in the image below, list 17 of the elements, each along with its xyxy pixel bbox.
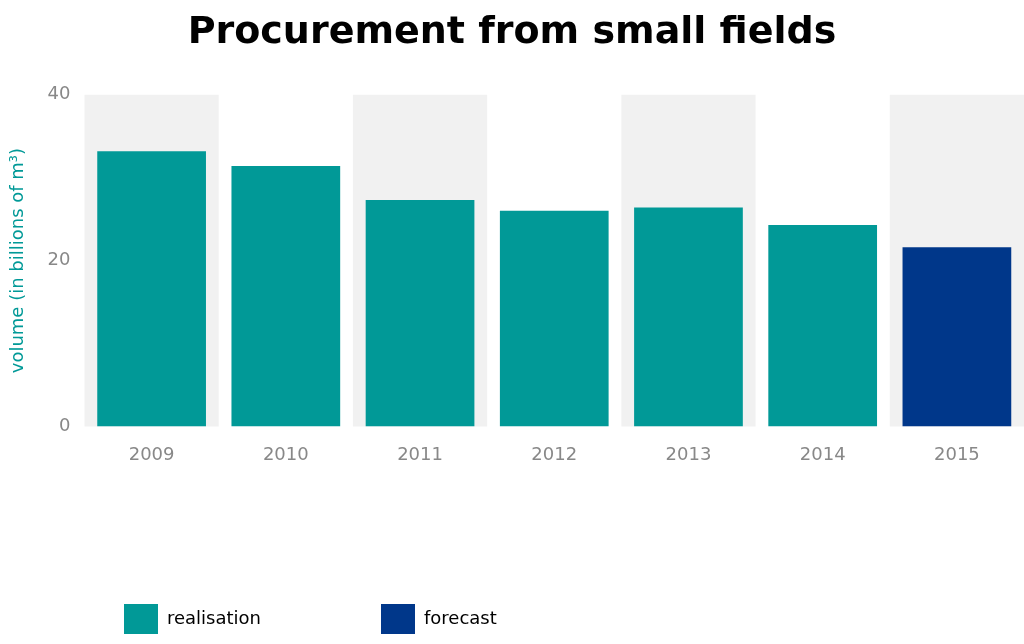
legend-label: forecast [424,606,497,628]
bar [768,224,878,427]
x-tick-label: 2011 [397,442,443,464]
x-tick-label: 2015 [933,442,980,464]
bar [499,210,609,427]
chart-title: Procurement from small fields [186,8,838,52]
x-tick-label: 2013 [665,442,712,464]
x-tick-label: 2012 [531,442,578,464]
x-tick-label: 2009 [128,442,175,464]
x-tick-label: 2010 [262,442,309,464]
y-tick-label: 20 [47,248,71,270]
y-axis-title: volume (in billions of m³) [6,147,28,374]
y-tick-label: 0 [59,414,71,436]
y-tick-label: 40 [47,82,71,104]
bar [231,166,341,427]
legend-label: realisation [167,606,261,628]
x-tick-label: 2014 [799,442,846,464]
